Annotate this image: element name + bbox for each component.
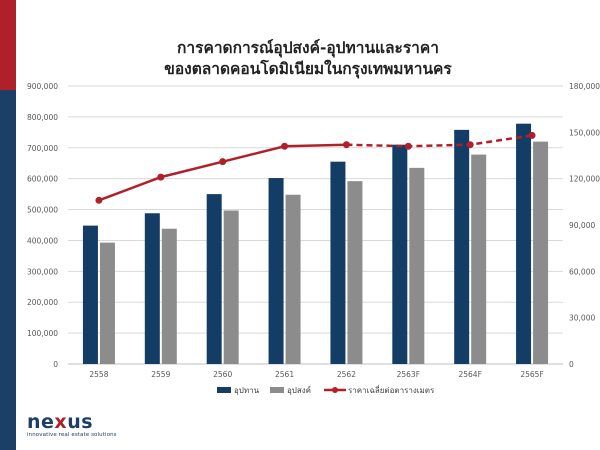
bar-demand	[409, 167, 425, 364]
chart-title-line-2: ของตลาดคอนโดมิเนียมในกรุงเทพมหานคร	[164, 60, 452, 78]
logo-word-x: x	[54, 411, 68, 433]
y-right-tick-label: 120,000	[569, 175, 600, 184]
y-left-tick-label: 100,000	[27, 329, 58, 338]
bar-demand	[285, 194, 301, 364]
logo-tagline: innovative real estate solutions	[27, 432, 117, 438]
accent-bar-blue	[0, 90, 16, 450]
y-right-tick-label: 60,000	[569, 267, 595, 276]
bar-supply	[392, 144, 408, 364]
x-tick-label: 2563F	[397, 370, 420, 379]
chart-title: การคาดการณ์อุปสงค์-อุปทานและราคา ของตลาด…	[16, 38, 600, 80]
bar-demand	[99, 242, 115, 364]
bar-demand	[533, 141, 549, 364]
bar-supply	[82, 225, 98, 364]
price-point	[281, 142, 289, 150]
price-point	[466, 141, 474, 149]
y-right-tick-label: 30,000	[569, 314, 595, 323]
legend-swatch-demand	[270, 387, 284, 393]
y-left-tick-label: 400,000	[27, 236, 58, 245]
y-right-tick-label: 0	[569, 360, 574, 369]
bar-supply	[268, 178, 284, 364]
legend-swatch-supply	[217, 387, 231, 393]
y-left-tick-label: 800,000	[27, 113, 58, 122]
y-left-tick-label: 500,000	[27, 206, 58, 215]
chart-title-line-1: การคาดการณ์อุปสงค์-อุปทานและราคา	[177, 39, 439, 57]
y-left-tick-label: 900,000	[27, 82, 58, 91]
x-tick-label: 2559	[151, 370, 170, 379]
y-left-tick-label: 600,000	[27, 175, 58, 184]
bar-supply	[206, 194, 222, 364]
price-point	[157, 173, 165, 181]
x-tick-label: 2558	[89, 370, 108, 379]
bar-demand	[471, 154, 487, 364]
x-tick-label: 2562	[337, 370, 356, 379]
price-point	[528, 131, 536, 139]
y-left-tick-label: 700,000	[27, 144, 58, 153]
bar-supply	[144, 213, 160, 364]
bar-demand	[161, 228, 177, 364]
logo-word: nexus	[27, 412, 117, 432]
x-tick-label: 2564F	[458, 370, 481, 379]
legend-label-price: ราคาเฉลี่ยต่อตารางเมตร	[348, 384, 435, 395]
accent-bar-red	[0, 0, 16, 90]
y-right-tick-label: 150,000	[569, 128, 600, 137]
price-line-actual	[98, 143, 347, 202]
price-line-forecast	[346, 134, 533, 148]
legend-swatch-price-marker	[332, 387, 338, 393]
price-point	[95, 196, 103, 204]
y-left-tick-label: 200,000	[27, 298, 58, 307]
y-right-tick-label: 90,000	[569, 221, 595, 230]
nexus-logo: nexus innovative real estate solutions	[27, 412, 117, 438]
x-tick-label: 2561	[275, 370, 294, 379]
bar-demand	[223, 210, 239, 364]
bar-supply	[454, 129, 470, 364]
logo-word-part: us	[67, 411, 94, 433]
bar-supply	[516, 123, 532, 364]
bar-demand	[347, 181, 363, 364]
bar-supply	[330, 161, 346, 364]
y-left-tick-label: 300,000	[27, 267, 58, 276]
price-point	[219, 158, 227, 166]
legend-label-demand: อุปสงค์	[287, 385, 311, 395]
x-tick-label: 2565F	[520, 370, 543, 379]
legend-label-supply: อุปทาน	[234, 386, 260, 395]
price-point	[342, 141, 350, 149]
price-point	[404, 142, 412, 150]
y-right-tick-label: 180,000	[569, 82, 600, 91]
x-tick-label: 2560	[213, 370, 232, 379]
logo-word-part: ne	[27, 411, 55, 433]
y-left-tick-label: 0	[53, 360, 58, 369]
